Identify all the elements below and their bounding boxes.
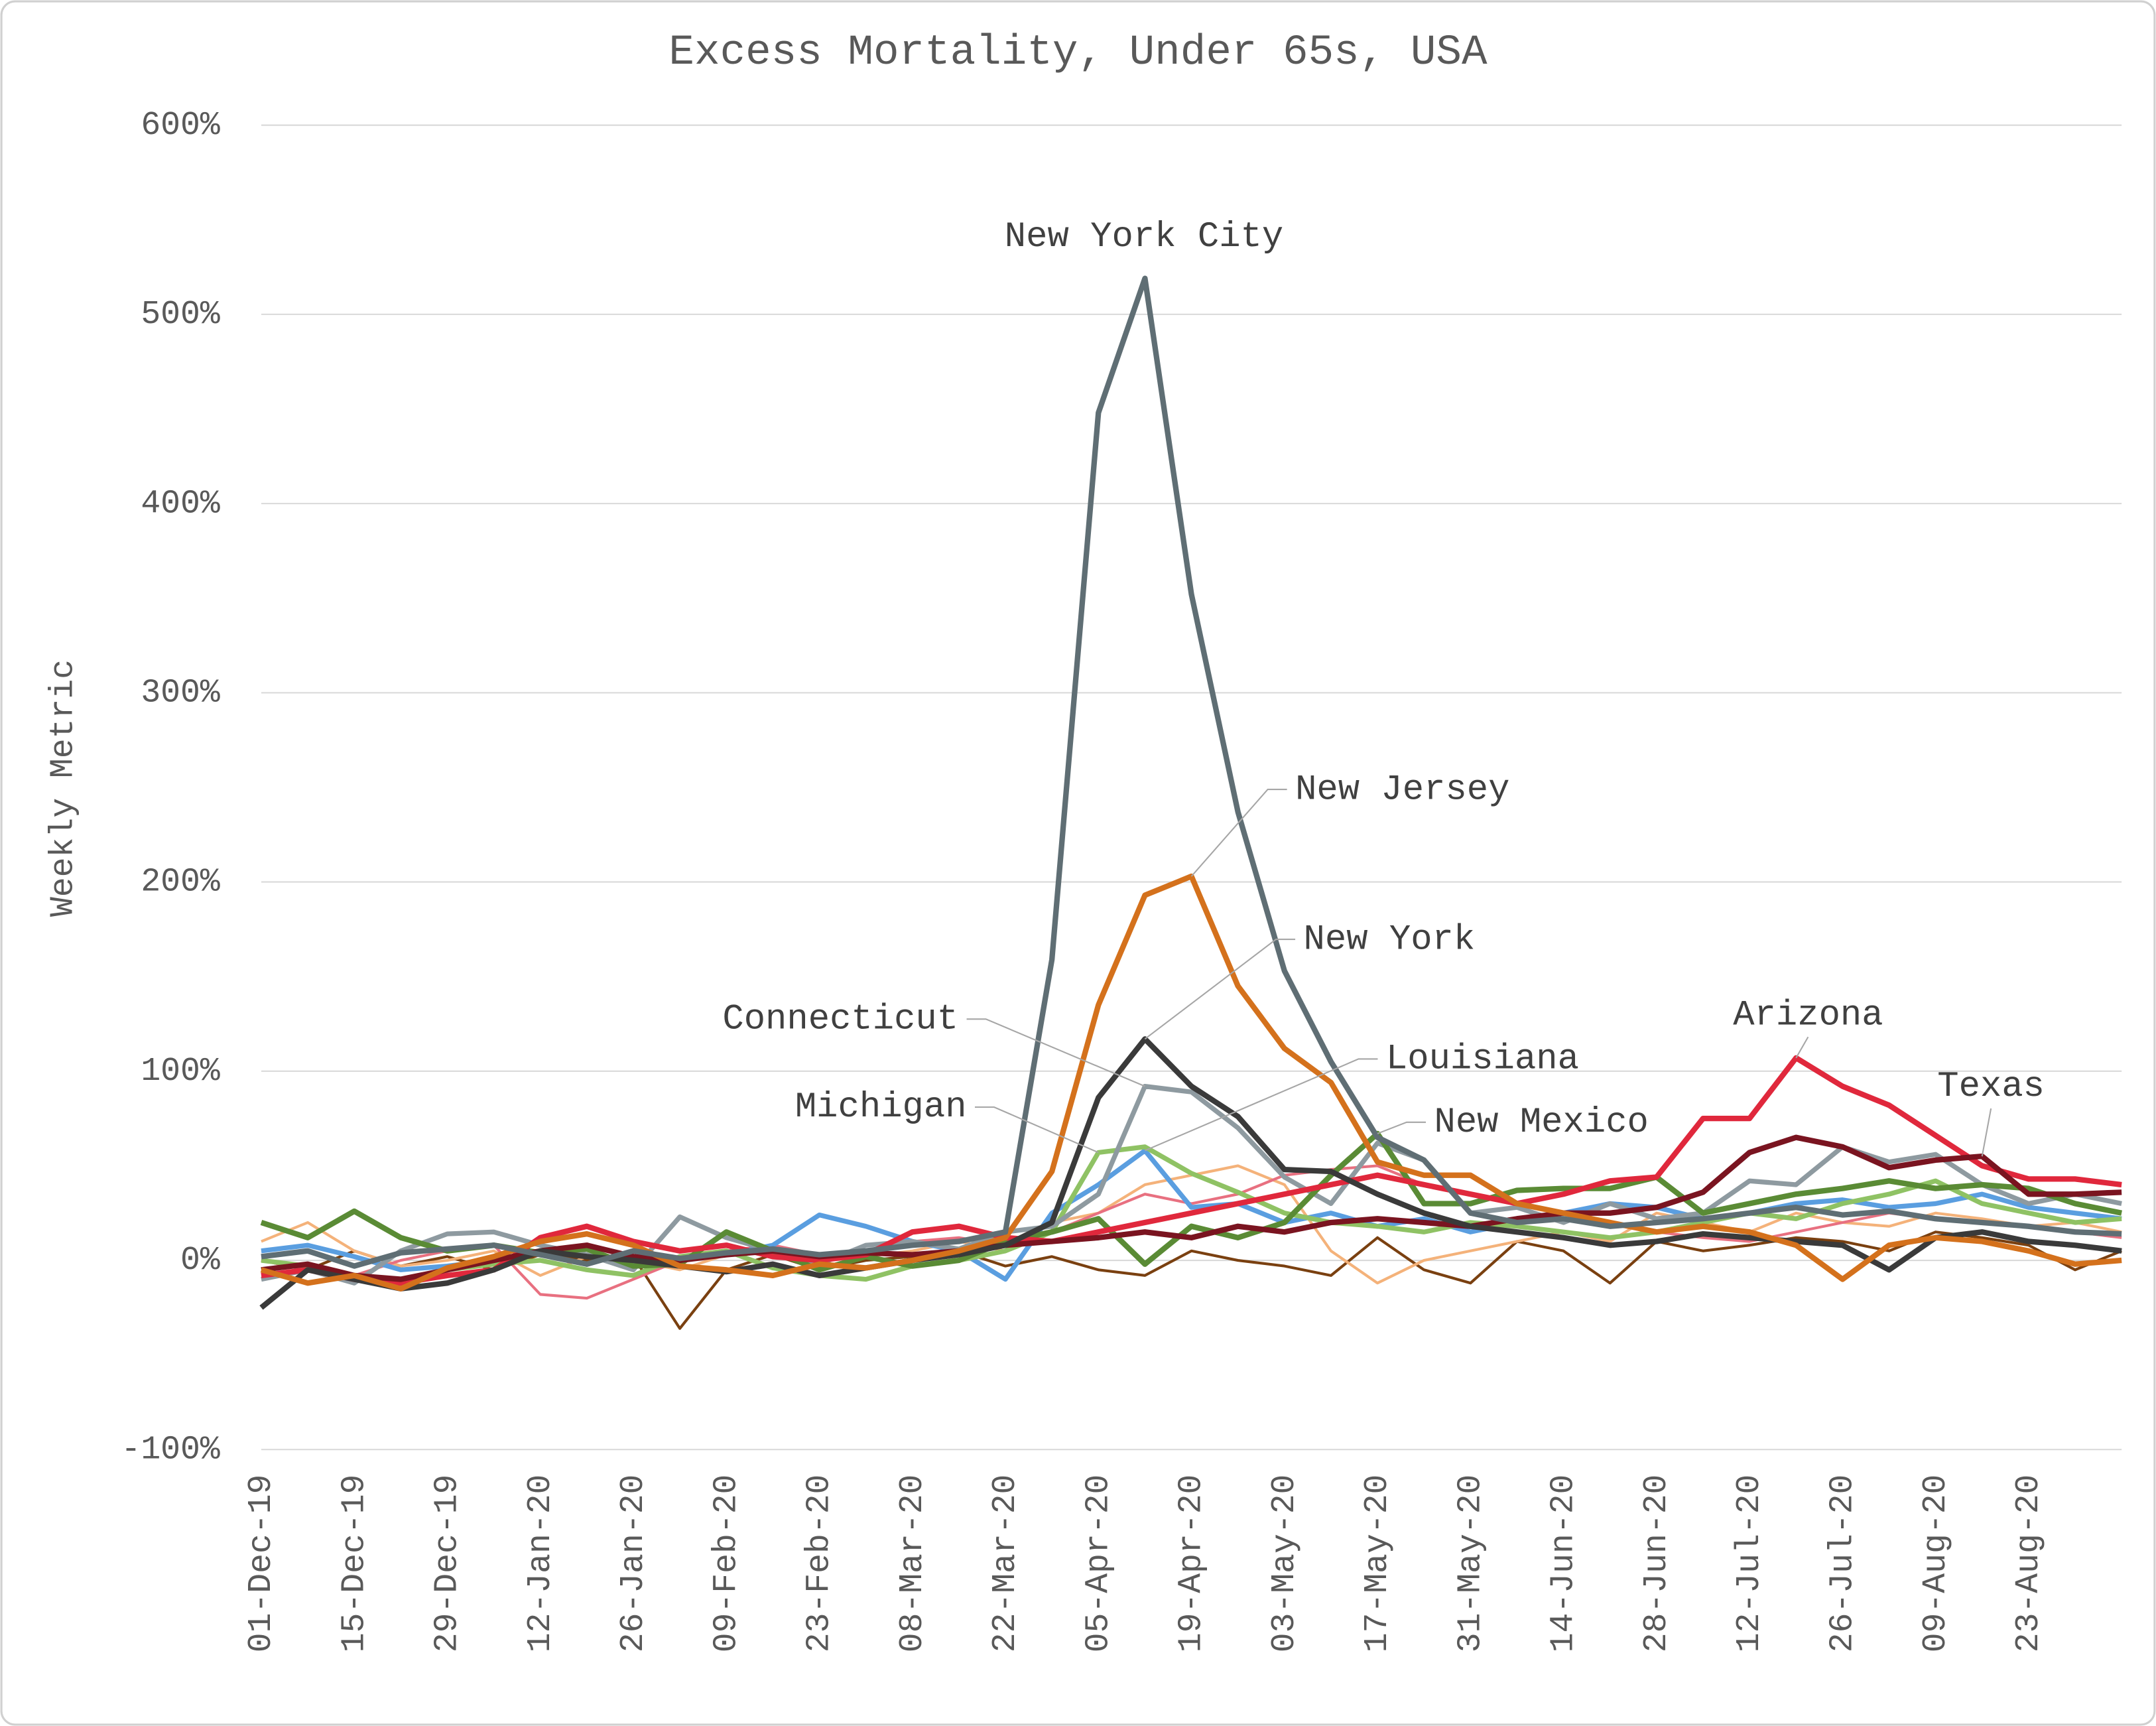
series-label: New Mexico [1434, 1102, 1648, 1143]
series-line [261, 1055, 2122, 1286]
x-tick-label: 26-Jul-20 [1824, 1475, 1862, 1653]
leader-line [1795, 1036, 1809, 1059]
x-tick-label: 12-Jul-20 [1731, 1475, 1768, 1653]
chart-title: Excess Mortality, Under 65s, USA [668, 29, 1488, 77]
x-tick-label: 03-May-20 [1266, 1475, 1303, 1653]
x-tick-label: 17-May-20 [1359, 1475, 1396, 1653]
x-tick-label: 19-Apr-20 [1173, 1475, 1210, 1653]
series-label: Michigan [795, 1087, 967, 1128]
x-tick-label: 22-Mar-20 [987, 1475, 1024, 1653]
series-line [261, 275, 2122, 1269]
x-tick-label: 23-Feb-20 [801, 1475, 838, 1653]
leader-line [1377, 1121, 1427, 1134]
series-label: New Jersey [1295, 769, 1509, 810]
y-tick-label: 200% [141, 864, 220, 901]
leader-line [966, 1018, 1145, 1087]
series-label: Texas [1937, 1067, 2045, 1107]
x-tick-label: 23-Aug-20 [2010, 1475, 2047, 1653]
y-tick-label: 100% [141, 1053, 220, 1090]
series-line [260, 1130, 2122, 1273]
series-line [259, 1036, 2122, 1310]
x-tick-label: 05-Apr-20 [1080, 1475, 1117, 1653]
y-tick-label: -100% [121, 1431, 220, 1468]
x-tick-label: 26-Jan-20 [615, 1475, 652, 1653]
y-tick-label: 500% [141, 296, 220, 333]
y-tick-label: 0% [180, 1242, 220, 1279]
y-tick-label: 600% [141, 107, 220, 144]
series-line [260, 873, 2122, 1292]
series-line [261, 1144, 2122, 1282]
series-line [261, 1134, 2122, 1282]
y-tick-label: 400% [141, 485, 220, 522]
y-tick-label: 300% [141, 674, 220, 711]
leader-line [1981, 1108, 1992, 1157]
leader-line [1145, 1058, 1378, 1152]
x-tick-label: 09-Feb-20 [708, 1475, 745, 1653]
series-label: Connecticut [722, 1000, 958, 1040]
x-tick-label: 08-Mar-20 [894, 1475, 931, 1653]
x-tick-label: 09-Aug-20 [1917, 1475, 1954, 1653]
x-tick-label: 14-Jun-20 [1545, 1475, 1582, 1653]
x-tick-label: 31-May-20 [1452, 1475, 1489, 1653]
x-tick-label: 29-Dec-19 [429, 1475, 466, 1653]
leader-line [1190, 789, 1287, 877]
series-label: Arizona [1733, 995, 1883, 1035]
x-tick-label: 28-Jun-20 [1638, 1475, 1675, 1653]
series-label: Louisiana [1386, 1039, 1579, 1080]
leader-line [975, 1106, 1099, 1154]
x-tick-label: 01-Dec-19 [243, 1475, 280, 1653]
x-tick-label: 15-Dec-19 [336, 1475, 373, 1653]
y-axis-label: Weekly Metric [45, 659, 82, 917]
leader-line [1144, 939, 1296, 1040]
x-tick-label: 12-Jan-20 [522, 1475, 559, 1653]
series-label: New York [1304, 919, 1476, 960]
series-label: New York City [1005, 217, 1283, 257]
